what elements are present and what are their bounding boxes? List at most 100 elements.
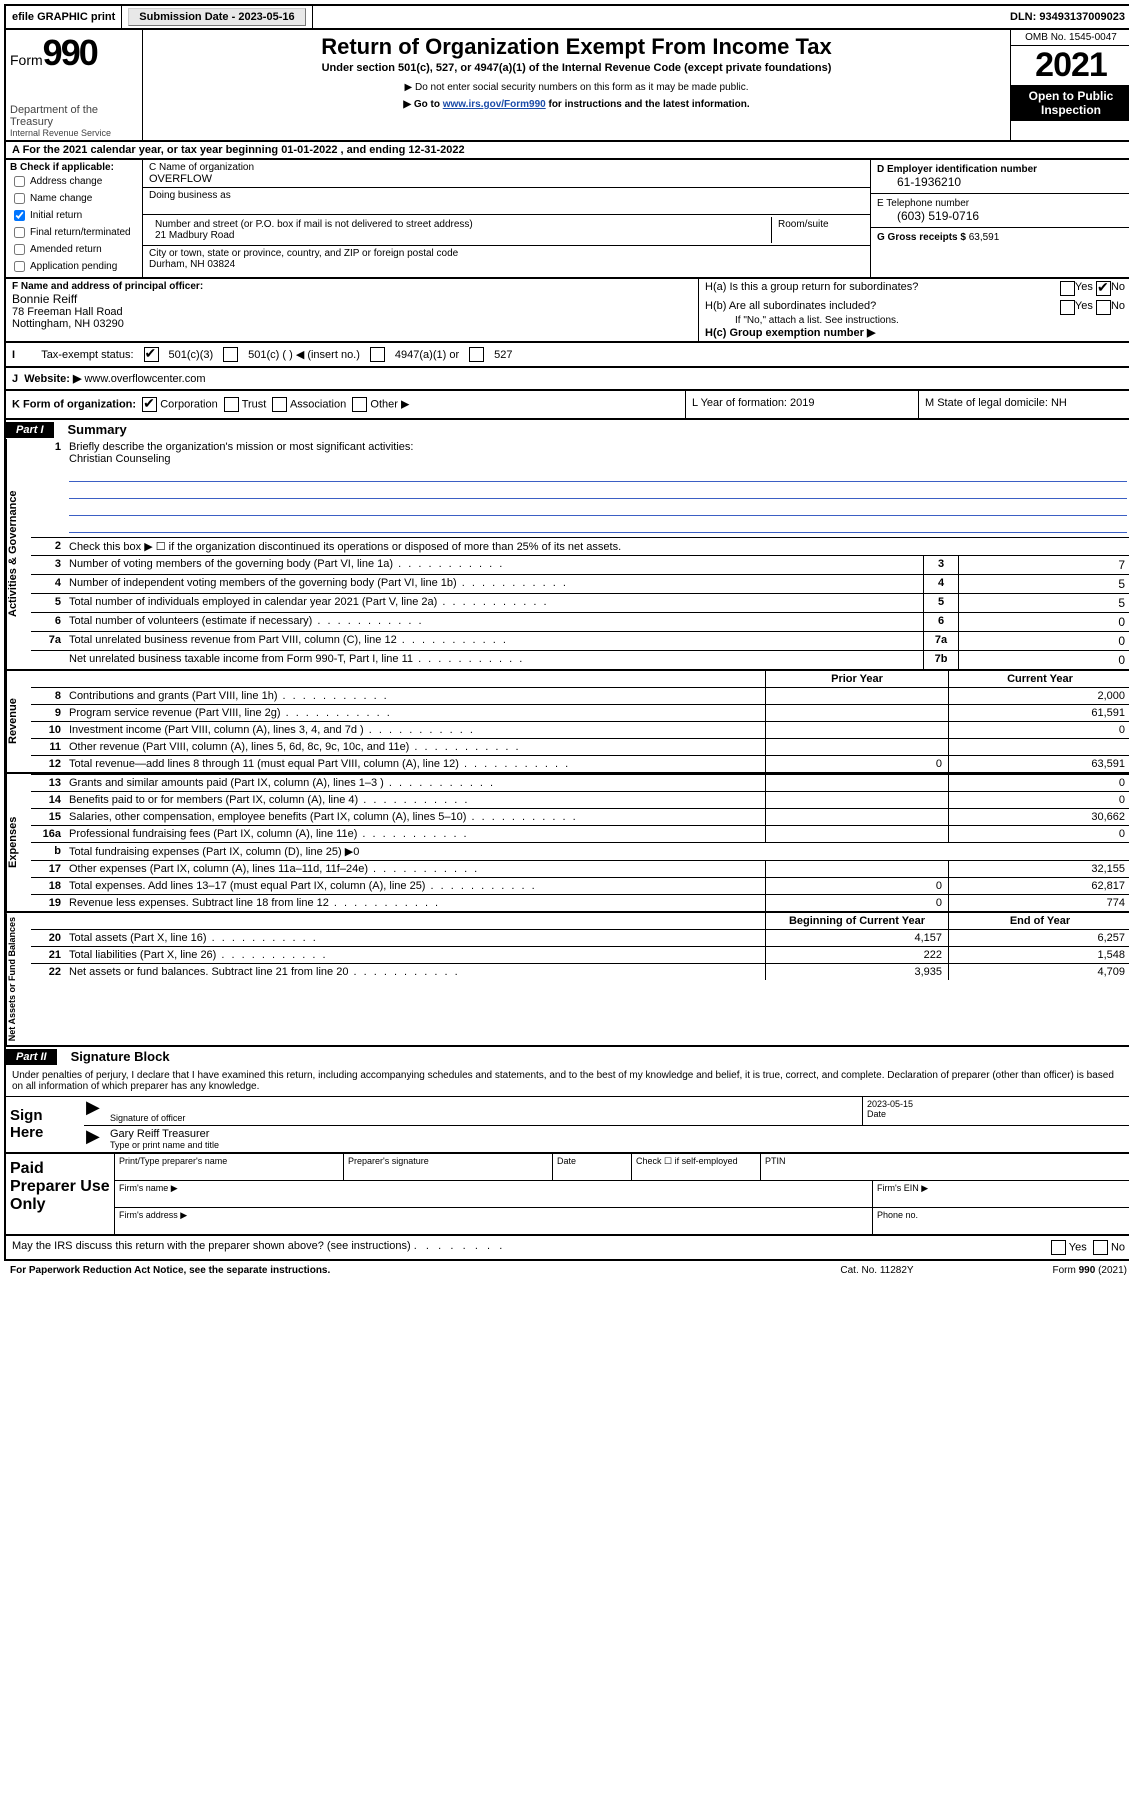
b-opt-checkbox[interactable] [14, 227, 25, 238]
line-desc: Total fundraising expenses (Part IX, col… [65, 843, 1129, 860]
line-desc: Total liabilities (Part X, line 26) [65, 947, 765, 963]
527-checkbox[interactable] [469, 347, 484, 362]
current-value: 2,000 [948, 688, 1129, 704]
state-domicile: M State of legal domicile: NH [918, 391, 1129, 418]
firm-addr-label: Firm's address ▶ [115, 1208, 873, 1234]
submission-date-button[interactable]: Submission Date - 2023-05-16 [128, 8, 305, 26]
b-opt-checkbox[interactable] [14, 261, 25, 272]
part1-header: Part I [6, 422, 54, 438]
city-label: City or town, state or province, country… [149, 248, 864, 259]
end-year-hdr: End of Year [948, 913, 1129, 929]
b-opt-label: Name change [30, 193, 92, 204]
hb-no-checkbox[interactable] [1096, 300, 1111, 315]
year-formation: L Year of formation: 2019 [685, 391, 918, 418]
side-netassets: Net Assets or Fund Balances [6, 913, 31, 1045]
sign-here-label: Sign Here [6, 1097, 84, 1152]
gross-label: G Gross receipts $ [877, 232, 969, 243]
current-value: 1,548 [948, 947, 1129, 963]
501c-checkbox[interactable] [223, 347, 238, 362]
irs-link[interactable]: www.irs.gov/Form990 [443, 99, 546, 110]
prior-value [765, 775, 948, 791]
line-desc: Total assets (Part X, line 16) [65, 930, 765, 946]
firm-phone-label: Phone no. [873, 1208, 1129, 1234]
ha-no-checkbox[interactable] [1096, 281, 1111, 296]
open-to-public: Open to Public Inspection [1011, 85, 1129, 121]
prior-value [765, 861, 948, 877]
ha-label: H(a) Is this a group return for subordin… [705, 281, 1060, 296]
current-value: 32,155 [948, 861, 1129, 877]
firm-ein-label: Firm's EIN ▶ [873, 1181, 1129, 1207]
line-desc: Benefits paid to or for members (Part IX… [65, 792, 765, 808]
row-a-tax-year: A For the 2021 calendar year, or tax yea… [4, 142, 1129, 160]
other-checkbox[interactable] [352, 397, 367, 412]
note-link: ▶ Go to www.irs.gov/Form990 for instruct… [151, 99, 1002, 110]
ha-yes-checkbox[interactable] [1060, 281, 1075, 296]
discuss-no-checkbox[interactable] [1093, 1240, 1108, 1255]
form-footer: Form 990 (2021) [977, 1265, 1127, 1276]
street-label: Number and street (or P.O. box if mail i… [155, 219, 765, 230]
city-value: Durham, NH 03824 [149, 259, 864, 270]
line-desc: Total number of individuals employed in … [65, 594, 923, 612]
section-d: D Employer identification number 61-1936… [870, 160, 1129, 277]
ptin-col: PTIN [761, 1154, 1129, 1180]
trust-checkbox[interactable] [224, 397, 239, 412]
footer: For Paperwork Reduction Act Notice, see … [4, 1261, 1129, 1280]
prior-year-hdr: Prior Year [765, 671, 948, 687]
line-desc: Total expenses. Add lines 13–17 (must eq… [65, 878, 765, 894]
officer-label: F Name and address of principal officer: [12, 281, 692, 292]
line-value: 0 [958, 613, 1129, 631]
arrow-icon: ▶ [84, 1126, 106, 1152]
b-opt-checkbox[interactable] [14, 176, 25, 187]
preparer-sig-col: Preparer's signature [344, 1154, 553, 1180]
form-title: Return of Organization Exempt From Incom… [151, 34, 1002, 60]
declaration-text: Under penalties of perjury, I declare th… [6, 1066, 1129, 1096]
line-value: 0 [958, 632, 1129, 650]
sig-officer-label: Signature of officer [110, 1113, 185, 1123]
assoc-checkbox[interactable] [272, 397, 287, 412]
discuss-yes-checkbox[interactable] [1051, 1240, 1066, 1255]
paid-preparer-label: Paid Preparer Use Only [6, 1154, 115, 1234]
row-klm: K Form of organization: Corporation Trus… [4, 391, 1129, 420]
prior-value: 222 [765, 947, 948, 963]
row-i-tax-status: I Tax-exempt status: 501(c)(3) 501(c) ( … [4, 343, 1129, 368]
b-opt-checkbox[interactable] [14, 210, 25, 221]
current-value: 4,709 [948, 964, 1129, 980]
firm-name-label: Firm's name ▶ [115, 1181, 873, 1207]
line-desc: Program service revenue (Part VIII, line… [65, 705, 765, 721]
corp-checkbox[interactable] [142, 397, 157, 412]
preparer-date-col: Date [553, 1154, 632, 1180]
section-c: C Name of organization OVERFLOW Doing bu… [143, 160, 870, 277]
arrow-icon: ▶ [84, 1097, 106, 1125]
line-box: 4 [923, 575, 958, 593]
hb-label: H(b) Are all subordinates included? [705, 300, 1060, 315]
prior-value [765, 739, 948, 755]
line-desc: Number of independent voting members of … [65, 575, 923, 593]
hb-yes-checkbox[interactable] [1060, 300, 1075, 315]
prior-value [765, 809, 948, 825]
phone-value: (603) 519-0716 [877, 209, 1125, 223]
line-desc: Net assets or fund balances. Subtract li… [65, 964, 765, 980]
prior-value [765, 722, 948, 738]
line-value: 0 [958, 651, 1129, 669]
prior-value: 4,157 [765, 930, 948, 946]
b-opt-label: Final return/terminated [30, 227, 131, 238]
side-governance: Activities & Governance [6, 439, 31, 669]
line2-text: Check this box ▶ ☐ if the organization d… [65, 538, 1129, 555]
prior-value [765, 705, 948, 721]
ein-label: D Employer identification number [877, 164, 1125, 175]
prior-value [765, 792, 948, 808]
dln-cell: DLN: 93493137009023 [1004, 6, 1129, 28]
officer-addr2: Nottingham, NH 03290 [12, 318, 692, 330]
line-desc: Total revenue—add lines 8 through 11 (mu… [65, 756, 765, 772]
b-opt-label: Amended return [30, 244, 102, 255]
b-opt-label: Address change [30, 176, 102, 187]
section-h: H(a) Is this a group return for subordin… [698, 279, 1129, 341]
line-desc: Revenue less expenses. Subtract line 18 … [65, 895, 765, 911]
org-name: OVERFLOW [149, 173, 864, 185]
hb-note: If "No," attach a list. See instructions… [705, 315, 1125, 326]
b-opt-checkbox[interactable] [14, 193, 25, 204]
4947-checkbox[interactable] [370, 347, 385, 362]
b-opt-checkbox[interactable] [14, 244, 25, 255]
room-label: Room/suite [772, 217, 864, 243]
501c3-checkbox[interactable] [144, 347, 159, 362]
